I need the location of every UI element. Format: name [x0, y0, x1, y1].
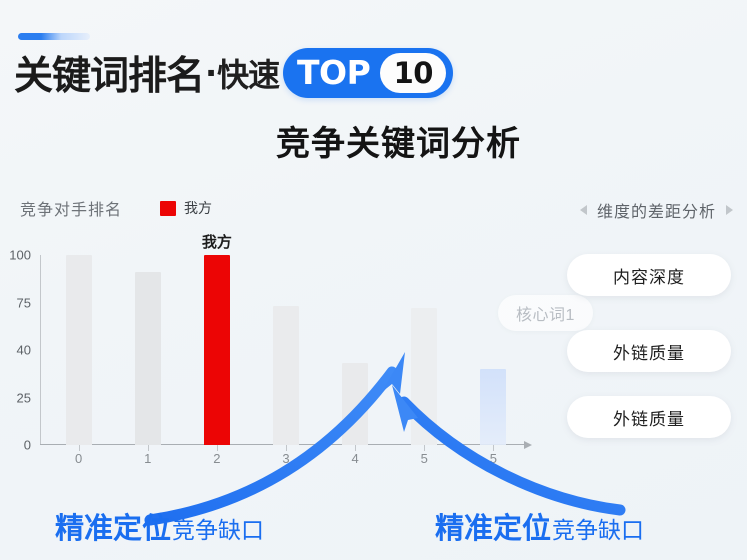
caption-left: 精准定位 竞争缺口	[55, 505, 264, 547]
dimension-pill-2[interactable]: 外链质量	[567, 330, 731, 372]
page-subtitle: 竞争关键词分析	[276, 124, 521, 164]
dimension-pill-3[interactable]: 外链质量	[567, 396, 731, 438]
core-keyword-pill[interactable]: 核心词1	[498, 295, 593, 331]
y-axis-tick-label: 100	[9, 247, 31, 263]
page-title-sub: 快速	[217, 56, 280, 94]
caption-right-weak: 竞争缺口	[552, 518, 645, 544]
y-axis-tick-label: 40	[16, 342, 31, 358]
page-title-main: 关键词排名	[14, 54, 205, 99]
bar-competitor[interactable]	[342, 363, 369, 445]
bar-competitor[interactable]	[273, 306, 299, 445]
y-axis-tick-label: 25	[16, 390, 31, 405]
x-axis-tick-mark	[78, 445, 80, 451]
bar-own[interactable]	[203, 255, 230, 445]
x-axis-tick-label: 4	[351, 451, 359, 466]
y-axis-tick-label: 75	[16, 295, 31, 310]
top-badge-word: TOP	[297, 52, 371, 92]
y-axis-tick-label: 0	[23, 437, 31, 453]
dimension-header-label: 维度的差距分析	[596, 204, 716, 221]
legend-swatch-own	[160, 200, 177, 216]
bar-competitor[interactable]	[134, 272, 161, 445]
top-rank-badge[interactable]: TOP 10	[283, 48, 454, 98]
bar-gap-target[interactable]	[480, 369, 507, 445]
x-axis-tick-label: 1	[144, 451, 152, 466]
x-axis-tick-label: 2	[213, 451, 221, 466]
x-axis-arrow-icon	[524, 441, 532, 449]
x-axis-tick-label: 3	[282, 451, 290, 466]
chart-legend: 我方	[160, 198, 212, 218]
x-axis-tick-label: 5	[489, 451, 498, 466]
caption-left-strong: 精准定位	[55, 511, 172, 545]
dimension-header: 维度的差距分析	[579, 198, 733, 222]
bar-competitor[interactable]	[411, 308, 438, 445]
y-axis-line	[40, 255, 41, 445]
accent-progress-bar	[18, 33, 90, 40]
triangle-left-icon[interactable]	[579, 205, 587, 215]
page-title: 关键词排名 · 快速	[14, 45, 280, 101]
top-badge-number: 10	[380, 53, 447, 93]
x-axis-tick-label: 5	[420, 451, 428, 466]
caption-right-strong: 精准定位	[435, 511, 552, 545]
bar-chart-plot: 100 75 40 25 0 我方 0 1 2 3 4 5 5	[9, 234, 532, 466]
caption-left-weak: 竞争缺口	[172, 518, 265, 544]
triangle-right-icon[interactable]	[726, 205, 733, 215]
x-axis-tick-label: 0	[74, 451, 83, 466]
chart-header: 竞争对手排名 我方	[20, 196, 212, 220]
bar-competitor[interactable]	[65, 255, 92, 445]
bar-own-label: 我方	[201, 234, 232, 251]
dimension-pill-1[interactable]: 内容深度	[567, 254, 731, 296]
legend-label-own: 我方	[184, 200, 213, 216]
page-title-dot: ·	[205, 54, 217, 92]
chart-title: 竞争对手排名	[20, 202, 123, 219]
caption-right: 精准定位 竞争缺口	[435, 505, 644, 547]
